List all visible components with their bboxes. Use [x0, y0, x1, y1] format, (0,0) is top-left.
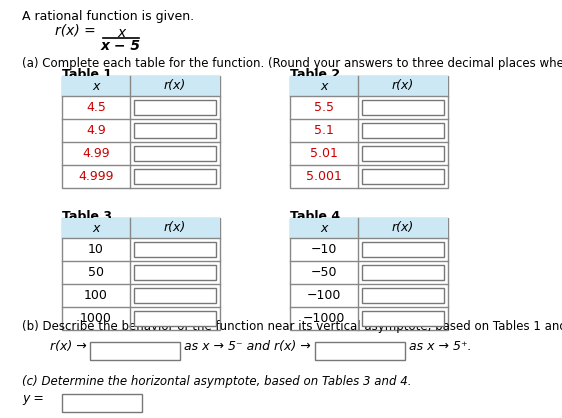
Bar: [62, 394, 142, 412]
Text: A rational function is given.: A rational function is given.: [22, 10, 194, 23]
Text: −100: −100: [307, 289, 341, 302]
Text: Table 4: Table 4: [290, 210, 340, 223]
Bar: [290, 76, 448, 96]
Text: r(x): r(x): [392, 79, 414, 92]
Bar: [290, 218, 448, 238]
Text: 4.5: 4.5: [86, 101, 106, 114]
Bar: [134, 311, 216, 326]
Text: x: x: [117, 26, 125, 40]
Text: 5.001: 5.001: [306, 170, 342, 183]
Bar: [134, 146, 216, 161]
Text: 50: 50: [88, 266, 104, 279]
Bar: [362, 288, 444, 303]
Bar: [134, 288, 216, 303]
Bar: [362, 265, 444, 280]
Text: Table 3: Table 3: [62, 210, 112, 223]
Bar: [362, 123, 444, 138]
Text: r(x): r(x): [164, 79, 186, 92]
Bar: [134, 169, 216, 184]
Text: 10: 10: [88, 243, 104, 256]
Text: (a) Complete each table for the function. (Round your answers to three decimal p: (a) Complete each table for the function…: [22, 57, 562, 70]
Text: x: x: [92, 222, 99, 234]
Bar: [134, 123, 216, 138]
Text: r(x): r(x): [164, 222, 186, 234]
Text: 4.999: 4.999: [78, 170, 114, 183]
Bar: [290, 218, 448, 330]
Text: r(x) =: r(x) =: [55, 24, 96, 38]
Text: 5.01: 5.01: [310, 147, 338, 160]
Text: r(x) →: r(x) →: [50, 340, 87, 353]
Bar: [134, 242, 216, 257]
Bar: [362, 242, 444, 257]
Text: Table 2: Table 2: [290, 68, 340, 81]
Bar: [315, 342, 405, 360]
Text: −1000: −1000: [303, 312, 345, 325]
Text: Table 1: Table 1: [62, 68, 112, 81]
Bar: [290, 76, 448, 188]
Text: as x → 5⁺.: as x → 5⁺.: [409, 340, 472, 353]
Text: 100: 100: [84, 289, 108, 302]
Text: x: x: [92, 79, 99, 92]
Text: −50: −50: [311, 266, 337, 279]
Text: 5.5: 5.5: [314, 101, 334, 114]
Bar: [62, 76, 220, 188]
Text: x: x: [320, 222, 328, 234]
Bar: [62, 218, 220, 330]
Text: as x → 5⁻ and r(x) →: as x → 5⁻ and r(x) →: [184, 340, 311, 353]
Text: 1000: 1000: [80, 312, 112, 325]
Text: 4.9: 4.9: [86, 124, 106, 137]
Text: −10: −10: [311, 243, 337, 256]
Text: 5.1: 5.1: [314, 124, 334, 137]
Text: (c) Determine the horizontal asymptote, based on Tables 3 and 4.: (c) Determine the horizontal asymptote, …: [22, 375, 411, 388]
Bar: [134, 100, 216, 115]
Bar: [362, 311, 444, 326]
Bar: [90, 342, 180, 360]
Bar: [62, 218, 220, 238]
Text: x: x: [320, 79, 328, 92]
Bar: [134, 265, 216, 280]
Text: r(x): r(x): [392, 222, 414, 234]
Text: y =: y =: [22, 392, 44, 405]
Bar: [362, 169, 444, 184]
Text: 4.99: 4.99: [82, 147, 110, 160]
Bar: [362, 146, 444, 161]
Bar: [62, 76, 220, 96]
Text: (b) Describe the behavior of the function near its vertical asymptote, based on : (b) Describe the behavior of the functio…: [22, 320, 562, 333]
Bar: [362, 100, 444, 115]
Text: x − 5: x − 5: [101, 39, 141, 53]
